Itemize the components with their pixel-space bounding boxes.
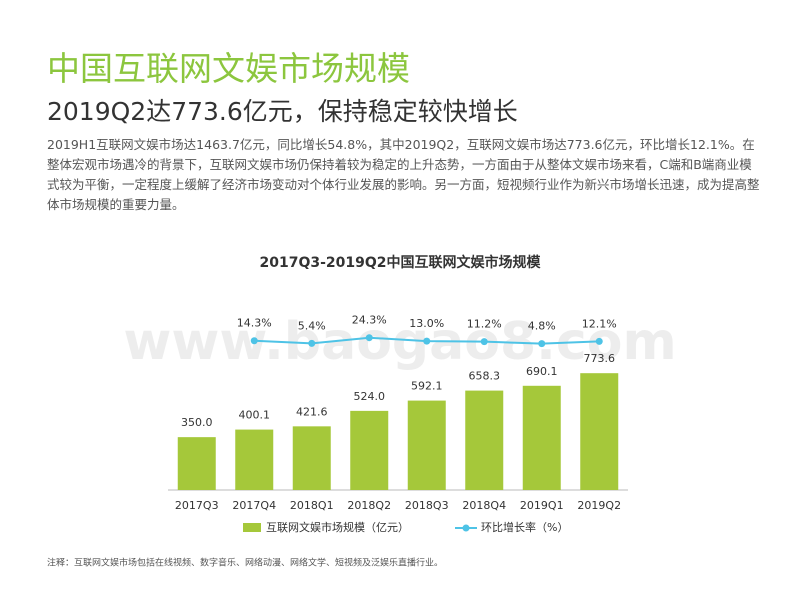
bar	[580, 373, 619, 490]
value-label: 13.0%	[409, 317, 444, 330]
slide-title: 中国互联网文娱市场规模	[47, 49, 410, 88]
value-label: 524.0	[354, 390, 386, 403]
slide-subtitle: 2019Q2达773.6亿元，保持稳定较快增长	[47, 97, 518, 126]
line-point	[365, 334, 373, 342]
paragraph: 2019H1互联网文娱市场达1463.7亿元，同比增长54.8%，其中2019Q…	[47, 137, 760, 212]
bar	[350, 410, 389, 490]
value-label: 11.2%	[467, 318, 502, 331]
legend-label: 互联网文娱市场规模（亿元）	[266, 520, 409, 534]
line-point	[250, 337, 258, 345]
legend-label: 环比增长率（%）	[481, 520, 568, 534]
x-tick-label: 2019Q2	[577, 499, 621, 512]
value-label: 12.1%	[582, 317, 617, 330]
bar	[292, 426, 331, 490]
value-label: 773.6	[584, 352, 616, 365]
value-label: 24.3%	[352, 314, 387, 327]
value-label: 421.6	[296, 405, 328, 418]
x-tick-label: 2018Q2	[347, 499, 391, 512]
bar	[407, 400, 446, 490]
x-tick-label: 2017Q3	[175, 499, 219, 512]
value-label: 400.1	[239, 409, 271, 422]
line-point	[480, 338, 488, 346]
line-point	[423, 337, 431, 345]
value-label: 4.8%	[528, 320, 556, 333]
x-tick-label: 2018Q1	[290, 499, 334, 512]
legend-swatch	[243, 523, 261, 532]
x-tick-label: 2018Q4	[462, 499, 506, 512]
value-label: 658.3	[469, 370, 501, 383]
x-tick-label: 2019Q1	[520, 499, 564, 512]
bar	[235, 429, 274, 490]
bar	[465, 390, 504, 490]
value-label: 14.3%	[237, 317, 272, 330]
value-label: 592.1	[411, 380, 443, 393]
note: 注释：互联网文娱市场包括在线视频、数字音乐、网络动漫、网络文学、短视频及泛娱乐直…	[47, 557, 443, 569]
x-tick-label: 2017Q4	[232, 499, 276, 512]
line-point	[538, 340, 546, 348]
chart-title: 2017Q3-2019Q2中国互联网文娱市场规模	[259, 254, 541, 271]
value-label: 350.0	[181, 416, 213, 429]
bar	[522, 385, 561, 490]
line-point	[308, 339, 316, 347]
value-label: 5.4%	[298, 319, 326, 332]
x-tick-label: 2018Q3	[405, 499, 449, 512]
value-label: 690.1	[526, 365, 558, 378]
line-point	[595, 337, 603, 345]
legend-swatch	[462, 524, 470, 532]
bar	[177, 437, 216, 490]
